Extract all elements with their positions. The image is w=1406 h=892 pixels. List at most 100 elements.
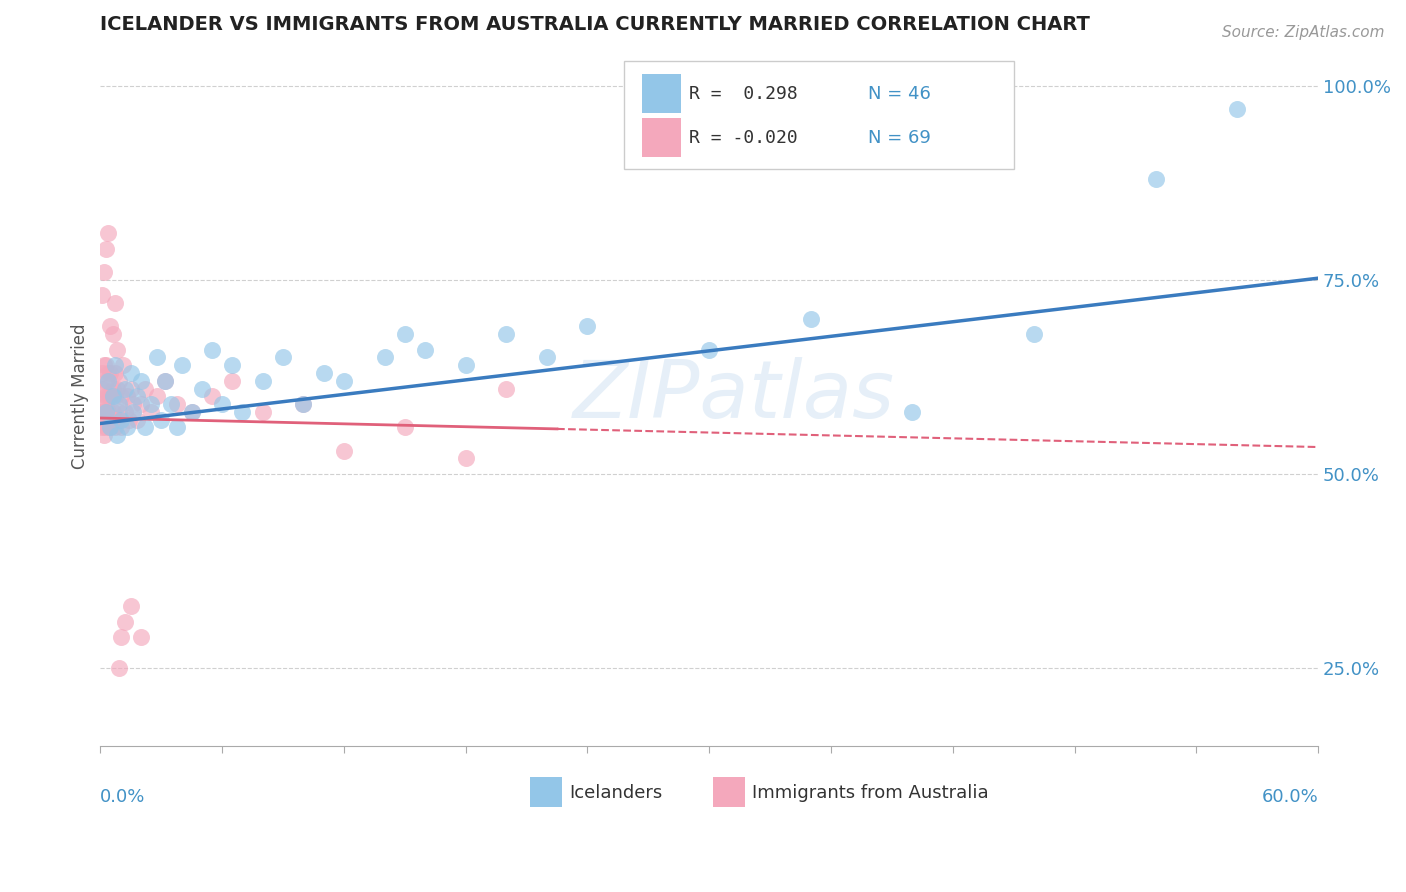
Point (373, 351, 395, 365)
Point (221, 374, 243, 388)
Point (155, 374, 177, 388)
Point (413, 343, 436, 357)
Point (155, 374, 177, 388)
Point (201, 343, 224, 357)
Point (96, 420, 118, 434)
Point (120, 599, 142, 613)
Point (103, 358, 125, 372)
Point (252, 405, 274, 419)
Point (93, 265, 115, 279)
Point (101, 382, 124, 396)
Point (100, 389, 122, 403)
Y-axis label: Currently Married: Currently Married (72, 324, 89, 469)
Point (252, 374, 274, 388)
Point (146, 389, 169, 403)
Point (115, 389, 138, 403)
Point (97, 366, 120, 380)
Point (97, 412, 120, 426)
Point (91, 405, 114, 419)
Point (91, 420, 114, 434)
Point (495, 382, 517, 396)
Point (115, 420, 138, 434)
Point (454, 358, 477, 372)
Point (1022, 327, 1045, 342)
Point (191, 382, 214, 396)
Point (201, 389, 224, 403)
Point (166, 420, 188, 434)
Point (1226, 102, 1249, 116)
Point (97, 389, 120, 403)
Point (110, 412, 132, 426)
Point (97, 226, 120, 240)
Point (103, 296, 125, 310)
Point (394, 420, 416, 434)
Point (91, 366, 114, 380)
Point (91, 288, 114, 302)
Point (105, 382, 128, 396)
Point (697, 343, 720, 357)
Point (150, 412, 173, 426)
Point (536, 351, 558, 365)
Point (103, 420, 125, 434)
Point (103, 366, 125, 380)
Text: ICELANDER VS IMMIGRANTS FROM AUSTRALIA CURRENTLY MARRIED CORRELATION CHART: ICELANDER VS IMMIGRANTS FROM AUSTRALIA C… (100, 15, 1090, 34)
Point (105, 412, 128, 426)
FancyBboxPatch shape (624, 61, 1014, 169)
Point (125, 412, 148, 426)
Point (101, 412, 124, 426)
Text: Immigrants from Australia: Immigrants from Australia (752, 784, 988, 803)
Point (139, 397, 162, 411)
Point (333, 443, 356, 458)
Point (901, 405, 924, 419)
Point (96, 358, 118, 372)
Point (101, 389, 124, 403)
Point (134, 382, 156, 396)
Point (120, 366, 142, 380)
Point (96, 397, 118, 411)
Point (91, 397, 114, 411)
Point (495, 327, 517, 342)
Point (107, 374, 129, 388)
Point (800, 311, 823, 326)
Point (221, 358, 243, 372)
Point (100, 319, 122, 334)
Point (103, 389, 125, 403)
Point (93, 358, 115, 372)
Text: R =  0.298: R = 0.298 (689, 85, 797, 103)
Point (312, 366, 335, 380)
Point (107, 405, 129, 419)
Point (271, 351, 294, 365)
Point (292, 397, 315, 411)
Point (107, 661, 129, 675)
Point (125, 389, 148, 403)
Point (114, 615, 136, 629)
Point (96, 374, 118, 388)
Point (97, 374, 120, 388)
Point (101, 327, 124, 342)
Text: Icelanders: Icelanders (569, 784, 662, 803)
Text: R = -0.020: R = -0.020 (689, 128, 797, 146)
Point (96, 405, 118, 419)
Point (97, 405, 120, 419)
Text: 60.0%: 60.0% (1261, 788, 1319, 805)
Point (100, 420, 122, 434)
Point (114, 405, 136, 419)
Point (121, 397, 143, 411)
Point (93, 382, 115, 396)
FancyBboxPatch shape (643, 118, 682, 157)
Point (93, 405, 115, 419)
Point (129, 397, 152, 411)
Point (111, 358, 134, 372)
Point (211, 397, 233, 411)
Point (576, 319, 599, 334)
Point (96, 242, 118, 256)
Point (231, 405, 253, 419)
Point (129, 630, 152, 644)
FancyBboxPatch shape (530, 777, 562, 806)
Point (110, 420, 132, 434)
Point (96, 389, 118, 403)
Point (170, 358, 193, 372)
Point (454, 451, 477, 466)
Point (100, 366, 122, 380)
Point (180, 405, 202, 419)
